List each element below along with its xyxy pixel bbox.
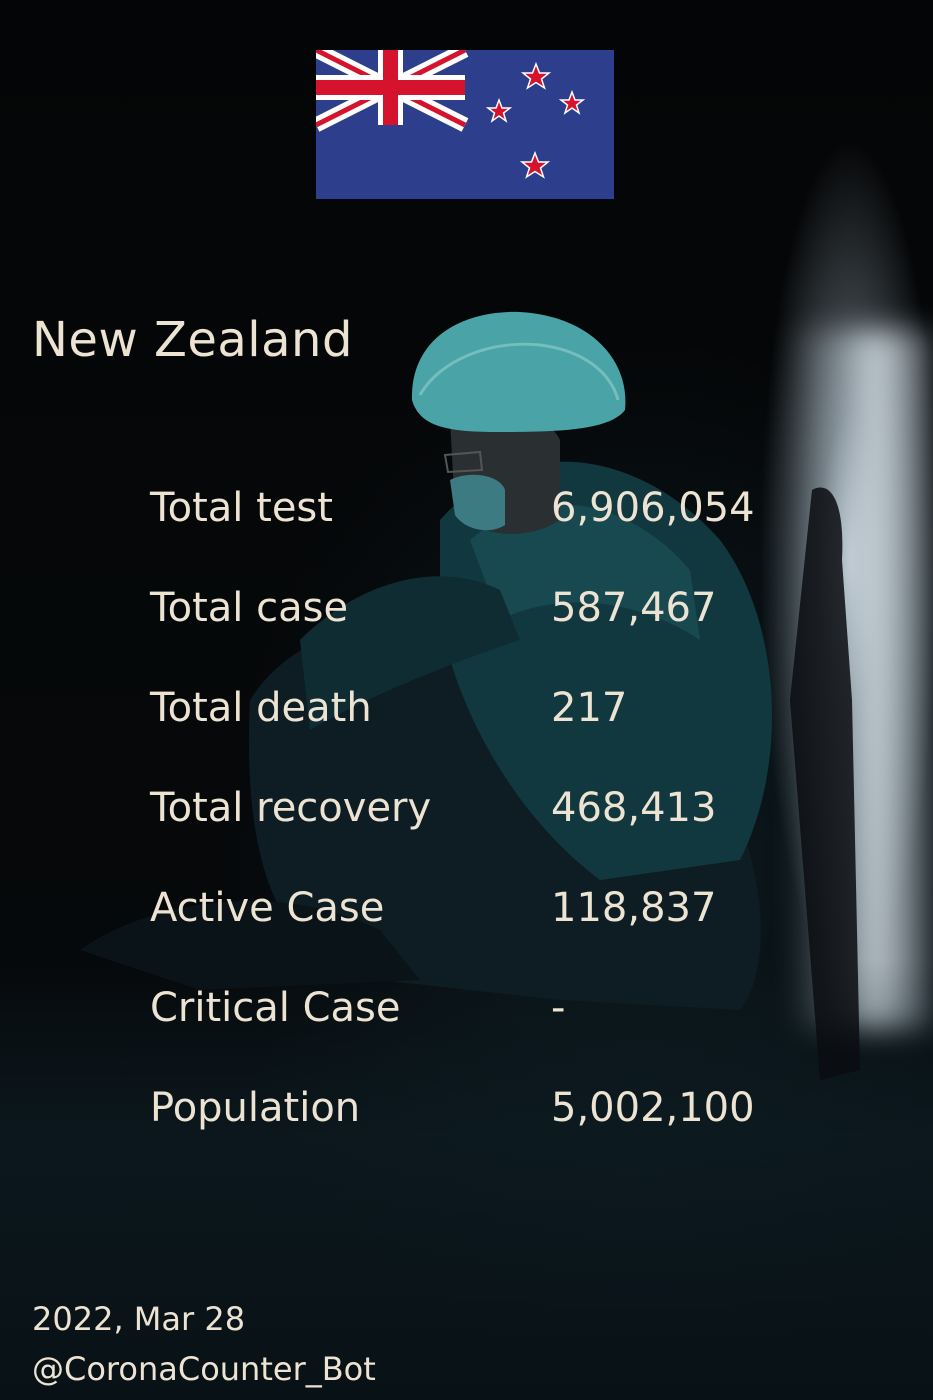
new-zealand-flag-icon — [316, 50, 614, 199]
stat-value: 217 — [551, 685, 628, 731]
stat-row-total-recovery: Total recovery 468,413 — [150, 778, 850, 878]
stat-label: Total death — [150, 685, 372, 731]
stat-label: Critical Case — [150, 985, 401, 1031]
stat-label: Population — [150, 1085, 361, 1131]
stats-table: Total test 6,906,054 Total case 587,467 … — [150, 478, 850, 1178]
stat-label: Total case — [150, 585, 349, 631]
stat-value: 6,906,054 — [551, 485, 755, 531]
stat-value: 118,837 — [551, 885, 717, 931]
bot-handle: @CoronaCounter_Bot — [32, 1350, 376, 1388]
stat-row-active-case: Active Case 118,837 — [150, 878, 850, 978]
stat-row-total-test: Total test 6,906,054 — [150, 478, 850, 578]
stat-label: Active Case — [150, 885, 385, 931]
stat-row-total-case: Total case 587,467 — [150, 578, 850, 678]
stat-value: 5,002,100 — [551, 1085, 755, 1131]
country-name: New Zealand — [32, 312, 353, 368]
stat-value: 468,413 — [551, 785, 717, 831]
stat-value: 587,467 — [551, 585, 717, 631]
stat-value: - — [551, 985, 566, 1031]
stat-row-critical-case: Critical Case - — [150, 978, 850, 1078]
floor — [0, 960, 933, 1400]
stat-label: Total test — [150, 485, 333, 531]
date-label: 2022, Mar 28 — [32, 1300, 246, 1338]
stat-label: Total recovery — [150, 785, 432, 831]
stat-row-population: Population 5,002,100 — [150, 1078, 850, 1178]
stat-row-total-death: Total death 217 — [150, 678, 850, 778]
